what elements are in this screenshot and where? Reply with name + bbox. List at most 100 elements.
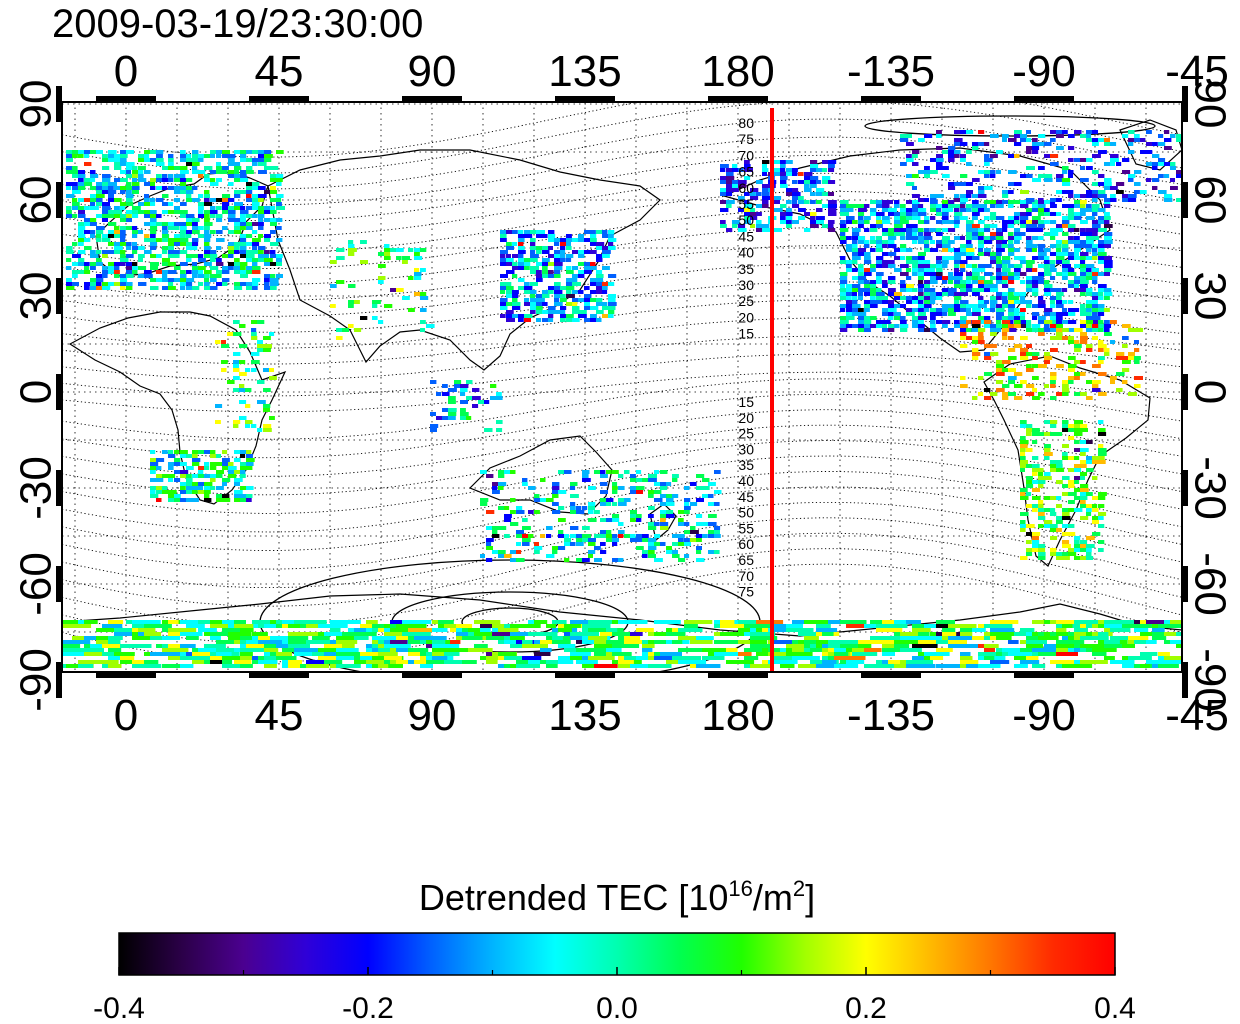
tec-pixel bbox=[138, 202, 147, 206]
tec-pixel bbox=[858, 204, 867, 208]
tec-pixel bbox=[912, 232, 918, 236]
tec-pixel bbox=[264, 190, 271, 194]
tec-pixel bbox=[192, 170, 201, 174]
tec-pixel bbox=[414, 256, 423, 260]
tec-pixel bbox=[1020, 464, 1027, 468]
tec-pixel bbox=[1068, 336, 1074, 340]
tec-pixel bbox=[233, 388, 241, 392]
tec-pixel bbox=[102, 218, 108, 222]
tec-pixel bbox=[542, 310, 550, 314]
tec-pixel bbox=[1080, 500, 1086, 504]
tec-pixel bbox=[930, 272, 937, 276]
contour-line bbox=[62, 353, 1182, 397]
tec-pixel bbox=[1104, 186, 1111, 190]
tec-pixel bbox=[1104, 236, 1112, 240]
tec-pixel bbox=[984, 224, 991, 228]
tec-pixel bbox=[858, 212, 865, 216]
tec-pixel bbox=[216, 154, 222, 158]
contour-line bbox=[62, 281, 1182, 333]
tec-pixel bbox=[348, 284, 356, 288]
tec-pixel bbox=[294, 648, 325, 652]
tec-pixel bbox=[510, 636, 525, 640]
tec-pixel bbox=[978, 232, 985, 236]
tec-pixel bbox=[596, 270, 603, 274]
tec-pixel bbox=[518, 314, 526, 318]
tec-pixel bbox=[548, 306, 556, 310]
tec-pixel bbox=[1056, 312, 1065, 316]
tec-pixel bbox=[150, 486, 157, 490]
tec-pixel bbox=[114, 154, 122, 158]
tec-pixel bbox=[186, 230, 195, 234]
tec-pixel bbox=[264, 206, 270, 210]
tec-pixel bbox=[572, 302, 578, 306]
tec-pixel bbox=[96, 262, 103, 266]
tec-pixel bbox=[150, 478, 158, 482]
tec-pixel bbox=[1074, 340, 1080, 344]
tec-pixel bbox=[168, 450, 174, 454]
tec-pixel bbox=[1020, 448, 1026, 452]
tec-pixel bbox=[918, 264, 925, 268]
tec-pixel bbox=[804, 188, 812, 192]
tec-pixel bbox=[702, 494, 708, 498]
tec-pixel bbox=[1068, 552, 1077, 556]
tec-pixel bbox=[1050, 316, 1059, 320]
tec-pixel bbox=[96, 214, 105, 218]
tec-pixel bbox=[858, 280, 865, 284]
tec-pixel bbox=[738, 180, 747, 184]
tec-pixel bbox=[204, 174, 210, 178]
tec-pixel bbox=[174, 166, 181, 170]
tec-pixel bbox=[1026, 504, 1034, 508]
tec-pixel bbox=[1002, 368, 1011, 372]
tec-pixel bbox=[221, 368, 227, 372]
tec-pixel bbox=[1038, 544, 1046, 548]
tec-pixel bbox=[156, 644, 167, 648]
tec-pixel bbox=[618, 558, 624, 562]
tec-pixel bbox=[978, 244, 984, 248]
tec-pixel bbox=[1134, 384, 1141, 388]
tec-pixel bbox=[996, 236, 1004, 240]
tec-pixel bbox=[204, 490, 211, 494]
tec-pixel bbox=[900, 320, 907, 324]
tec-pixel bbox=[120, 150, 127, 154]
tec-pixel bbox=[804, 640, 827, 644]
tec-pixel bbox=[888, 244, 897, 248]
tec-pixel bbox=[1098, 456, 1105, 460]
tec-pixel bbox=[894, 220, 903, 224]
tec-pixel bbox=[1170, 162, 1176, 166]
tec-pixel bbox=[924, 170, 933, 174]
tec-pixel bbox=[498, 664, 510, 668]
tec-pixel bbox=[504, 656, 528, 660]
tec-pixel bbox=[460, 392, 466, 396]
tec-pixel bbox=[246, 270, 253, 274]
tec-pixel bbox=[822, 176, 831, 180]
tec-pixel bbox=[156, 222, 165, 226]
tec-pixel bbox=[870, 248, 876, 252]
tec-pixel bbox=[1038, 480, 1046, 484]
tec-pixel bbox=[210, 466, 217, 470]
tec-pixel bbox=[1056, 288, 1062, 292]
tec-pixel bbox=[204, 286, 212, 290]
tec-pixel bbox=[366, 660, 382, 664]
tec-pixel bbox=[966, 228, 973, 232]
tec-pixel bbox=[228, 198, 235, 202]
tec-pixel bbox=[1080, 424, 1088, 428]
tec-pixel bbox=[1104, 320, 1110, 324]
tec-pixel bbox=[876, 300, 884, 304]
tec-pixel bbox=[384, 632, 408, 636]
tec-pixel bbox=[584, 298, 591, 302]
tec-pixel bbox=[132, 660, 152, 664]
tec-pixel bbox=[246, 486, 254, 490]
tec-pixel bbox=[858, 312, 867, 316]
tec-pixel bbox=[150, 198, 156, 202]
tec-pixel bbox=[876, 320, 884, 324]
tec-pixel bbox=[1026, 212, 1032, 216]
tec-pixel bbox=[1008, 170, 1017, 174]
tec-pixel bbox=[530, 250, 536, 254]
tec-pixel bbox=[906, 288, 915, 292]
tec-pixel bbox=[720, 632, 739, 636]
tec-pixel bbox=[864, 300, 871, 304]
tec-pixel bbox=[264, 262, 273, 266]
tec-pixel bbox=[612, 558, 619, 562]
tec-pixel bbox=[120, 254, 126, 258]
tec-pixel bbox=[960, 332, 967, 336]
